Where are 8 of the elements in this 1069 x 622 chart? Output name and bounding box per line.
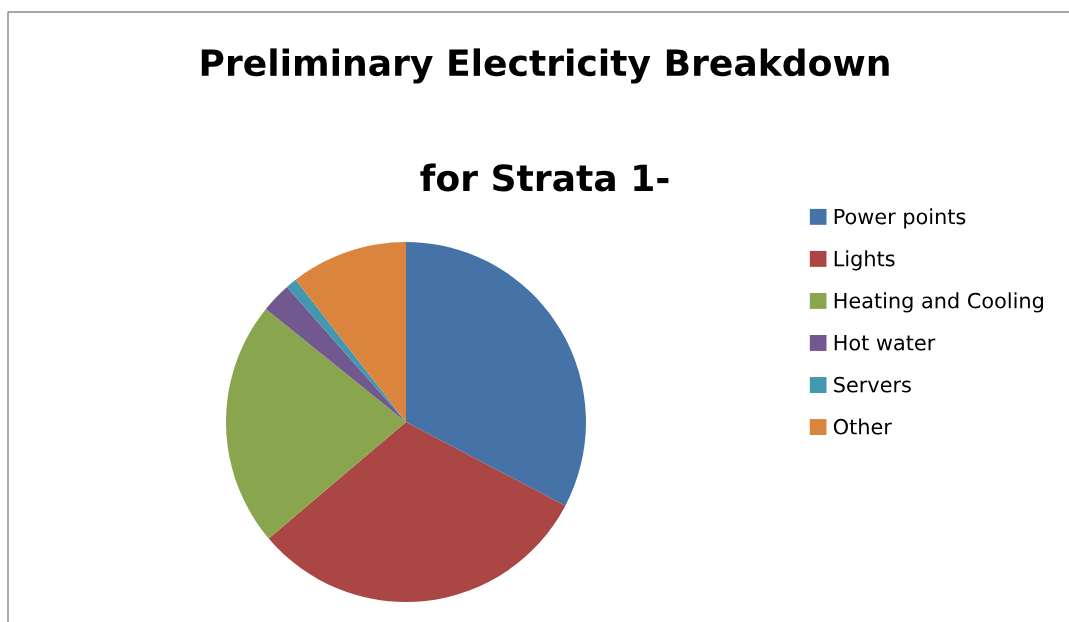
legend-label: Power points — [834, 208, 966, 229]
legend-label: Lights — [834, 250, 895, 271]
legend-label: Other — [833, 418, 892, 435]
chart-title: Preliminary Electricity Breakdown — [201, 48, 889, 84]
chart-subtitle: for Strata 1- — [420, 163, 669, 192]
legend-label: Heating and Cooling — [834, 292, 1043, 313]
legend-label: Servers — [834, 376, 911, 393]
legend-label: Hot water — [834, 335, 936, 351]
